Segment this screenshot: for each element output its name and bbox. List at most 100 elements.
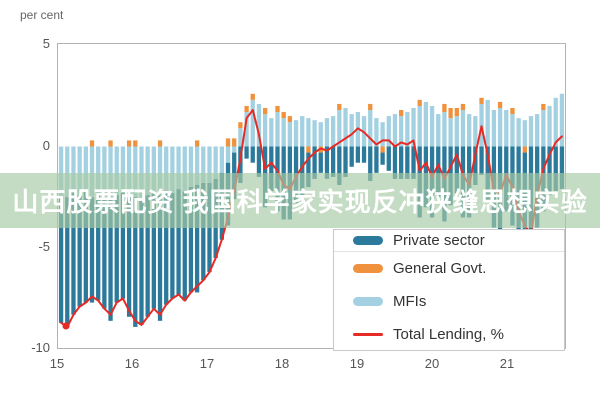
bar-segment bbox=[547, 105, 552, 147]
bar-segment bbox=[423, 101, 429, 147]
bar-segment bbox=[262, 107, 268, 115]
bar-segment bbox=[516, 146, 521, 240]
bar-segment bbox=[535, 114, 540, 147]
bar-segment bbox=[491, 110, 497, 147]
bar-segment bbox=[77, 146, 82, 196]
bar-segment bbox=[139, 146, 144, 200]
bar-segment bbox=[182, 146, 187, 192]
bar-segment bbox=[164, 146, 169, 192]
bar-segment bbox=[164, 191, 169, 305]
bar-segment bbox=[207, 182, 212, 273]
bar-segment bbox=[399, 116, 404, 147]
bar-segment bbox=[522, 120, 527, 147]
bar-segment bbox=[386, 146, 391, 171]
bar-segment bbox=[473, 116, 478, 147]
bar-segment bbox=[244, 146, 249, 159]
legend-box: Private sector General Govt. MFIs Total … bbox=[333, 229, 565, 351]
bar-segment bbox=[126, 146, 132, 198]
bar-segment bbox=[306, 146, 311, 153]
bar-segment bbox=[423, 146, 429, 208]
bar-segment bbox=[293, 120, 299, 147]
bar-segment bbox=[448, 118, 453, 147]
bar-segment bbox=[238, 122, 243, 129]
bar-segment bbox=[386, 116, 391, 147]
bar-segment bbox=[392, 114, 398, 147]
bar-segment bbox=[343, 146, 348, 177]
bar-segment bbox=[89, 197, 95, 303]
bar-segment bbox=[417, 99, 422, 106]
bar-segment bbox=[96, 193, 101, 301]
bar-segment bbox=[497, 107, 503, 147]
y-tick-label: -10 bbox=[31, 340, 50, 356]
bar-segment bbox=[417, 105, 422, 147]
bar-segment bbox=[269, 146, 274, 192]
bar-segment bbox=[262, 114, 268, 147]
bar-segment bbox=[504, 110, 509, 147]
x-tick-label: 19 bbox=[349, 356, 365, 371]
bar-segment bbox=[225, 146, 231, 163]
bar-segment bbox=[194, 185, 200, 293]
bar-segment bbox=[133, 146, 138, 198]
bar-segment bbox=[120, 146, 126, 194]
bar-segment bbox=[306, 152, 311, 188]
bar-segment bbox=[232, 138, 237, 147]
bar-segment bbox=[71, 146, 76, 194]
bar-segment bbox=[479, 97, 484, 104]
y-tick-label: 0 bbox=[42, 137, 50, 153]
bar-segment bbox=[528, 116, 534, 147]
bar-segment bbox=[287, 122, 293, 147]
bar-segment bbox=[201, 182, 206, 281]
bar-segment bbox=[151, 193, 156, 309]
bar-segment bbox=[300, 116, 305, 147]
bar-segment bbox=[250, 93, 255, 100]
axis-unit-label: per cent bbox=[20, 8, 64, 22]
bar-segment bbox=[454, 146, 459, 194]
bar-segment bbox=[108, 146, 113, 198]
legend-label: Total Lending, % bbox=[393, 326, 504, 343]
x-tick-label: 16 bbox=[124, 356, 140, 371]
bar-segment bbox=[157, 195, 163, 321]
bar-segment bbox=[448, 146, 453, 206]
bar-segment bbox=[71, 193, 76, 315]
bar-segment bbox=[182, 191, 187, 301]
bar-segment bbox=[145, 195, 150, 317]
bar-segment bbox=[510, 114, 515, 147]
bar-segment bbox=[361, 146, 367, 163]
bar-segment bbox=[553, 97, 558, 147]
bar-segment bbox=[374, 146, 379, 173]
bar-segment bbox=[553, 146, 558, 192]
bar-segment bbox=[102, 146, 107, 200]
bar-segment bbox=[405, 146, 410, 179]
bar-segment bbox=[120, 193, 126, 299]
bar-segment bbox=[275, 146, 280, 212]
bar-segment bbox=[170, 193, 175, 299]
bar-segment bbox=[219, 146, 224, 173]
private-sector-swatch-icon bbox=[353, 236, 383, 245]
bar-segment bbox=[77, 195, 82, 307]
bar-segment bbox=[559, 146, 565, 190]
total-lending-line bbox=[60, 109, 563, 328]
bar-segment bbox=[473, 146, 478, 186]
bar-segment bbox=[108, 140, 113, 147]
bar-segment bbox=[83, 146, 88, 192]
bar-segment bbox=[225, 138, 231, 147]
bar-segment bbox=[522, 146, 527, 153]
bar-segment bbox=[318, 152, 323, 173]
line-minimum-marker bbox=[62, 322, 70, 330]
bar-segment bbox=[460, 110, 466, 147]
bar-segment bbox=[337, 103, 342, 111]
bar-segment bbox=[454, 107, 459, 117]
bar-segment bbox=[349, 114, 354, 147]
bar-segment bbox=[411, 107, 416, 147]
legend-label: Private sector bbox=[393, 232, 485, 249]
bar-segment bbox=[133, 140, 138, 147]
bar-segment bbox=[442, 112, 447, 147]
bar-segment bbox=[275, 105, 280, 113]
bar-segment bbox=[300, 146, 305, 198]
bar-segment bbox=[454, 116, 459, 147]
bar-segment bbox=[102, 199, 107, 309]
bar-segment bbox=[380, 146, 385, 153]
bar-segment bbox=[188, 146, 194, 188]
bar-segment bbox=[176, 146, 181, 190]
bar-segment bbox=[380, 122, 385, 147]
